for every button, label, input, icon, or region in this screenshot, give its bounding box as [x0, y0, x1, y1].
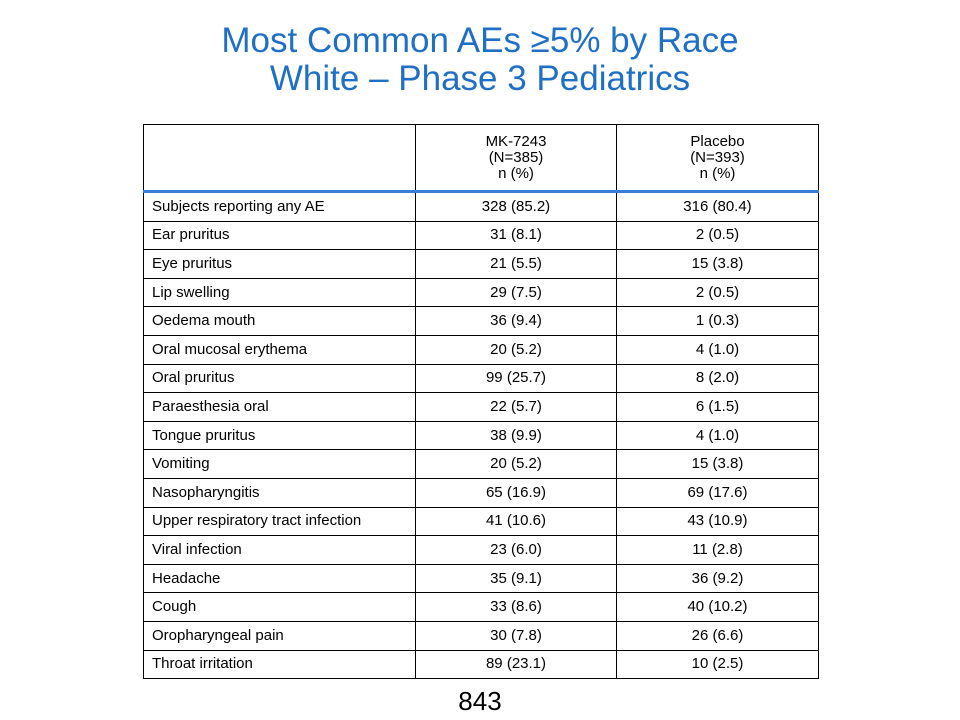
mk-7243-value-cell: 35 (9.1) [415, 563, 617, 594]
mk-7243-value-cell: 30 (7.8) [415, 620, 617, 651]
mk-7243-value-cell: 23 (6.0) [415, 535, 617, 565]
ae-name-cell: Eye pruritus [143, 249, 416, 279]
header-ae-column [143, 124, 416, 193]
page-number: 843 [458, 686, 502, 716]
table-row: Nasopharyngitis 65 (16.9) 69 (17.6) [143, 477, 819, 508]
header-mk-name: MK-7243 [485, 132, 547, 150]
placebo-value-cell: 6 (1.5) [616, 392, 819, 422]
placebo-value-cell: 4 (1.0) [616, 334, 819, 365]
table-row: Oral pruritus 99 (25.7) 8 (2.0) [143, 363, 819, 394]
table-row: Eye pruritus 21 (5.5) 15 (3.8) [143, 249, 819, 279]
table-row: Oedema mouth 36 (9.4) 1 (0.3) [143, 306, 819, 336]
table-row: Cough 33 (8.6) 40 (10.2) [143, 592, 819, 622]
table-row: Viral infection 23 (6.0) 11 (2.8) [143, 535, 819, 565]
placebo-value-cell: 4 (1.0) [616, 420, 819, 451]
table-row: Paraesthesia oral 22 (5.7) 6 (1.5) [143, 392, 819, 422]
mk-7243-value-cell: 36 (9.4) [415, 306, 617, 336]
placebo-value-cell: 11 (2.8) [616, 535, 819, 565]
table-row: Headache 35 (9.1) 36 (9.2) [143, 563, 819, 594]
placebo-value-cell: 40 (10.2) [616, 592, 819, 622]
table-row: Ear pruritus 31 (8.1) 2 (0.5) [143, 220, 819, 251]
placebo-value-cell: 2 (0.5) [616, 220, 819, 251]
table-row: Lip swelling 29 (7.5) 2 (0.5) [143, 277, 819, 308]
ae-name-cell: Throat irritation [143, 649, 416, 680]
ae-name-cell: Upper respiratory tract infection [143, 506, 416, 537]
placebo-value-cell: 1 (0.3) [616, 306, 819, 336]
placebo-value-cell: 43 (10.9) [616, 506, 819, 537]
ae-name-cell: Oedema mouth [143, 306, 416, 336]
mk-7243-value-cell: 22 (5.7) [415, 392, 617, 422]
placebo-value-cell: 26 (6.6) [616, 620, 819, 651]
header-mk-7243: MK-7243 (N=385) n (%) [415, 124, 617, 193]
ae-name-cell: Oropharyngeal pain [143, 620, 416, 651]
table-row: Tongue pruritus 38 (9.9) 4 (1.0) [143, 420, 819, 451]
ae-name-cell: Tongue pruritus [143, 420, 416, 451]
mk-7243-value-cell: 41 (10.6) [415, 506, 617, 537]
header-mk-n: (N=385) [488, 148, 544, 166]
table-row: Oropharyngeal pain 30 (7.8) 26 (6.6) [143, 620, 819, 651]
table-header-row: MK-7243 (N=385) n (%) Placebo (N=393) n … [143, 124, 819, 193]
mk-7243-value-cell: 31 (8.1) [415, 220, 617, 251]
ae-name-cell: Vomiting [143, 449, 416, 479]
table-row: Throat irritation 89 (23.1) 10 (2.5) [143, 649, 819, 680]
mk-7243-value-cell: 21 (5.5) [415, 249, 617, 279]
header-placebo-unit: n (%) [699, 164, 736, 182]
header-mk-unit: n (%) [498, 164, 534, 182]
placebo-value-cell: 15 (3.8) [616, 449, 819, 479]
table-row: Oral mucosal erythema 20 (5.2) 4 (1.0) [143, 334, 819, 365]
header-placebo: Placebo (N=393) n (%) [616, 124, 819, 193]
table-row: Upper respiratory tract infection 41 (10.… [143, 506, 819, 537]
table-row: Subjects reporting any AE 328 (85.2) 316 (… [143, 191, 819, 222]
placebo-value-cell: 2 (0.5) [616, 277, 819, 308]
ae-name-cell: Paraesthesia oral [143, 392, 416, 422]
title-line-1: Most Common AEs ≥5% by Race [221, 21, 739, 60]
placebo-value-cell: 10 (2.5) [616, 649, 819, 680]
mk-7243-value-cell: 20 (5.2) [415, 449, 617, 479]
ae-name-cell: Oral pruritus [143, 363, 416, 394]
ae-name-cell: Headache [143, 563, 416, 594]
header-placebo-n: (N=393) [690, 148, 745, 166]
table-row: Vomiting 20 (5.2) 15 (3.8) [143, 449, 819, 479]
mk-7243-value-cell: 20 (5.2) [415, 334, 617, 365]
mk-7243-value-cell: 99 (25.7) [415, 363, 617, 394]
mk-7243-value-cell: 89 (23.1) [415, 649, 617, 680]
slide-title: Most Common AEs ≥5% by Race White – Phas… [0, 22, 960, 98]
mk-7243-value-cell: 38 (9.9) [415, 420, 617, 451]
mk-7243-value-cell: 328 (85.2) [415, 191, 617, 222]
table-body: Subjects reporting any AE 328 (85.2) 316 (… [143, 191, 819, 680]
ae-name-cell: Subjects reporting any AE [143, 191, 416, 222]
title-line-2: White – Phase 3 Pediatrics [269, 59, 691, 98]
header-placebo-name: Placebo [690, 132, 745, 150]
adverse-events-table: MK-7243 (N=385) n (%) Placebo (N=393) n … [143, 124, 819, 680]
mk-7243-value-cell: 33 (8.6) [415, 592, 617, 622]
ae-name-cell: Oral mucosal erythema [143, 334, 416, 365]
ae-name-cell: Nasopharyngitis [143, 477, 416, 508]
mk-7243-value-cell: 65 (16.9) [415, 477, 617, 508]
placebo-value-cell: 316 (80.4) [616, 191, 819, 222]
placebo-value-cell: 69 (17.6) [616, 477, 819, 508]
placebo-value-cell: 36 (9.2) [616, 563, 819, 594]
ae-name-cell: Cough [143, 592, 416, 622]
mk-7243-value-cell: 29 (7.5) [415, 277, 617, 308]
placebo-value-cell: 15 (3.8) [616, 249, 819, 279]
ae-name-cell: Viral infection [143, 535, 416, 565]
ae-name-cell: Lip swelling [143, 277, 416, 308]
placebo-value-cell: 8 (2.0) [616, 363, 819, 394]
ae-name-cell: Ear pruritus [143, 220, 416, 251]
